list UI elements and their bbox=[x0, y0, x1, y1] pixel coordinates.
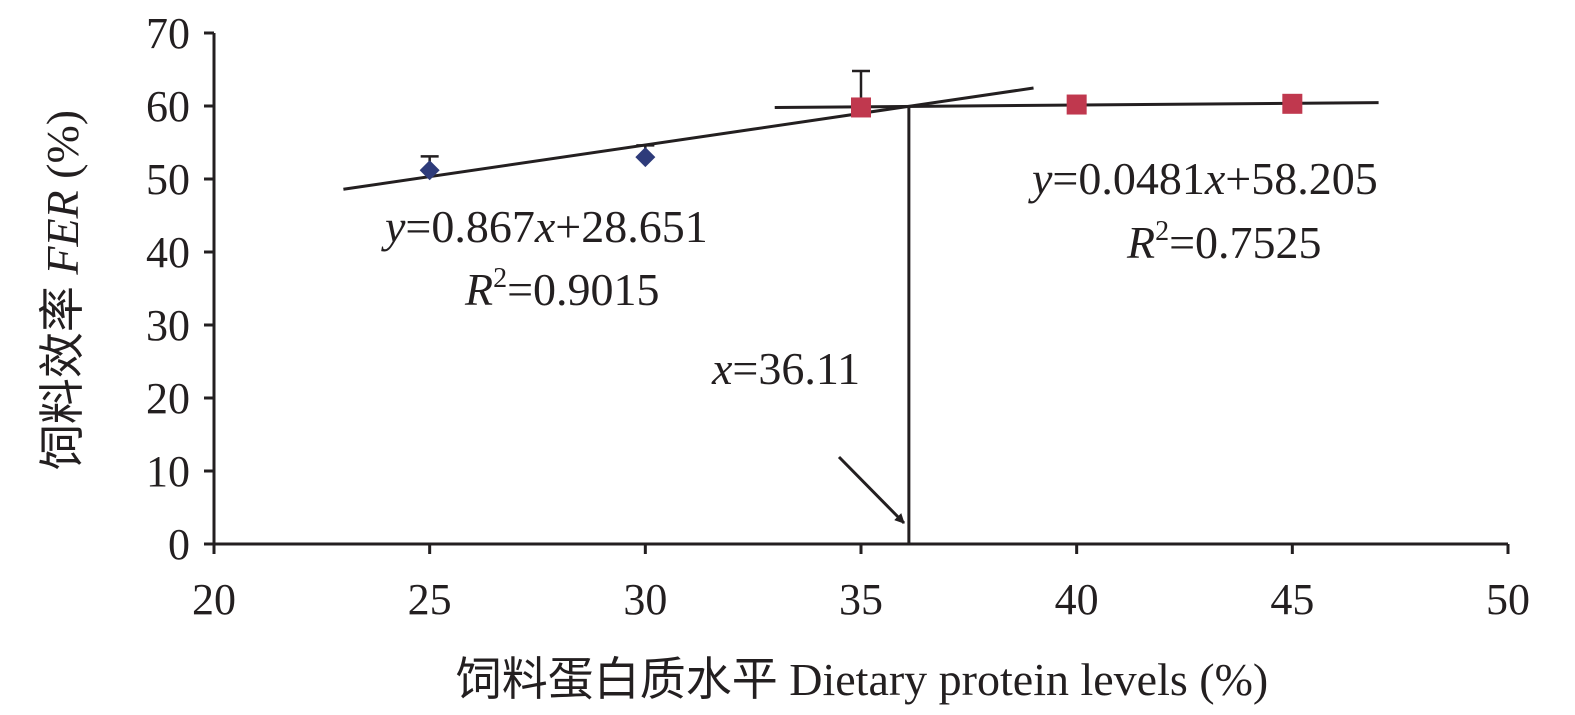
fit-line-1 bbox=[343, 86, 1034, 191]
y-tick-label: 0 bbox=[168, 520, 190, 569]
x-tick-label: 50 bbox=[1486, 575, 1530, 624]
x-tick-label: 25 bbox=[408, 575, 452, 624]
y-tick-label: 50 bbox=[146, 155, 190, 204]
fit-r2-2: R2=0.7525 bbox=[1126, 216, 1322, 268]
fit-equation-1: y=0.867x+28.651 bbox=[381, 201, 708, 252]
breakpoint-label: x=36.11 bbox=[711, 343, 860, 394]
y-tick-label: 70 bbox=[146, 9, 190, 58]
x-tick-label: 45 bbox=[1270, 575, 1314, 624]
y-tick-label: 20 bbox=[146, 374, 190, 423]
y-tick-label: 10 bbox=[146, 447, 190, 496]
fit-r2-1: R2=0.9015 bbox=[464, 263, 660, 315]
y-axis-title: 饲料效率 FER (%) bbox=[37, 110, 88, 470]
data-point bbox=[851, 97, 871, 118]
y-tick-label: 60 bbox=[146, 82, 190, 131]
breakpoint-arrow bbox=[837, 455, 906, 525]
x-tick-label: 20 bbox=[192, 575, 236, 624]
x-tick-label: 35 bbox=[839, 575, 883, 624]
y-tick-label: 30 bbox=[146, 301, 190, 350]
data-point bbox=[635, 147, 656, 168]
data-points bbox=[419, 69, 1303, 181]
data-point bbox=[1066, 94, 1087, 115]
x-tick-label: 40 bbox=[1055, 575, 1099, 624]
axes: 0 10 20 30 40 50 60 70 20 25 30 35 40 45 50 bbox=[146, 9, 1530, 624]
annotations: y=0.867x+28.651 R2=0.9015 y=0.0481x+58.2… bbox=[381, 153, 1378, 525]
x-tick-label: 30 bbox=[623, 575, 667, 624]
fit-equation-2: y=0.0481x+58.205 bbox=[1028, 153, 1378, 204]
data-point bbox=[1282, 93, 1303, 114]
y-tick-label: 40 bbox=[146, 228, 190, 277]
data-point bbox=[419, 160, 440, 181]
x-axis-title: 饲料蛋白质水平 Dietary protein levels (%) bbox=[456, 654, 1268, 705]
